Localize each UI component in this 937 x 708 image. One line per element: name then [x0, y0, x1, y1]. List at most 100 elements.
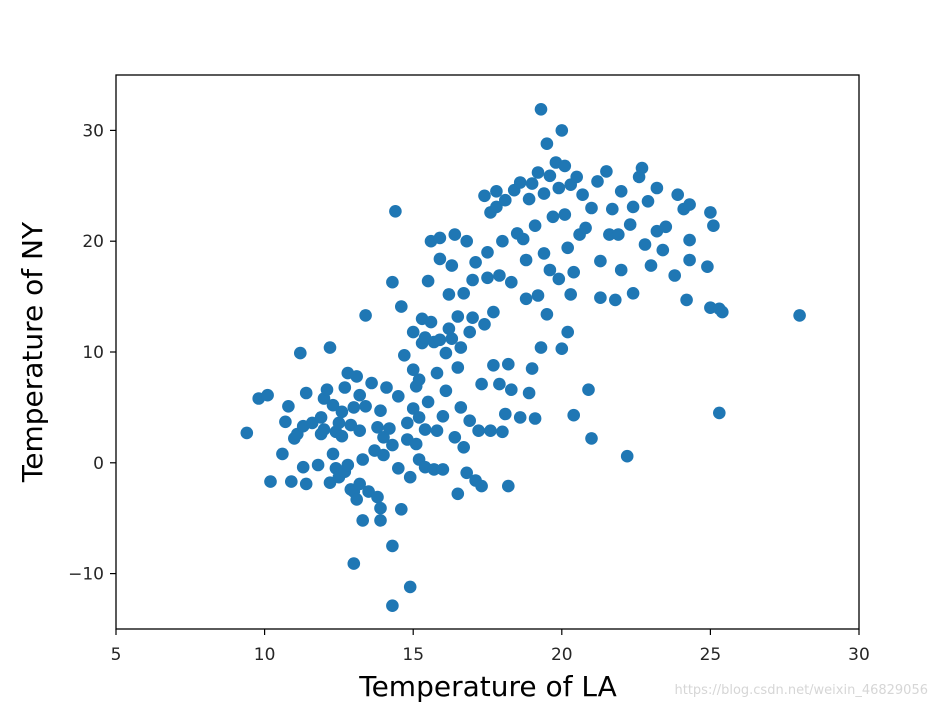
- data-point: [356, 514, 370, 527]
- data-point: [582, 383, 595, 397]
- data-point: [335, 429, 349, 443]
- data-point: [466, 273, 479, 287]
- y-axis-ticks: −10 0 10 20 30: [68, 121, 116, 585]
- data-point: [522, 386, 536, 400]
- data-point: [475, 479, 488, 493]
- data-point: [299, 386, 313, 400]
- data-points: [240, 103, 806, 612]
- data-point: [386, 539, 399, 553]
- data-point: [558, 159, 572, 173]
- data-point: [600, 165, 613, 178]
- data-point: [490, 200, 503, 214]
- data-point: [469, 255, 482, 269]
- data-point: [436, 410, 450, 423]
- y-tick-label: 10: [82, 343, 104, 363]
- data-point: [567, 265, 580, 279]
- data-point: [412, 411, 426, 424]
- data-point: [579, 221, 592, 235]
- data-point: [371, 490, 384, 504]
- data-point: [326, 398, 340, 412]
- data-point: [374, 404, 387, 418]
- data-point: [386, 599, 399, 612]
- data-point: [671, 188, 684, 201]
- data-point: [543, 169, 557, 183]
- data-point: [412, 373, 426, 387]
- data-point: [359, 400, 372, 413]
- data-point: [261, 388, 274, 402]
- data-point: [457, 287, 471, 300]
- data-point: [338, 381, 352, 394]
- data-point: [299, 477, 313, 491]
- data-point: [314, 411, 328, 424]
- data-point: [484, 424, 497, 438]
- data-point: [406, 325, 420, 339]
- data-point: [406, 402, 420, 415]
- data-point: [377, 448, 390, 462]
- data-point: [552, 272, 566, 286]
- y-tick-label: 0: [93, 454, 104, 474]
- data-point: [478, 189, 491, 203]
- data-point: [320, 383, 334, 397]
- y-axis-label: Temperature of NY: [16, 221, 49, 483]
- data-point: [716, 305, 729, 319]
- data-point: [433, 252, 447, 266]
- data-point: [421, 395, 435, 409]
- data-point: [680, 293, 693, 307]
- data-point: [704, 206, 717, 219]
- data-point: [540, 137, 554, 150]
- data-point: [418, 423, 432, 436]
- data-point: [347, 557, 361, 570]
- data-point: [493, 377, 506, 391]
- data-point: [638, 238, 652, 251]
- data-point: [436, 463, 450, 476]
- data-point: [561, 325, 574, 339]
- data-point: [359, 309, 372, 322]
- data-point: [481, 246, 494, 259]
- data-point: [564, 288, 577, 301]
- data-point: [386, 275, 399, 289]
- data-point: [546, 210, 560, 224]
- data-point: [403, 470, 417, 484]
- data-point: [240, 426, 254, 440]
- data-point: [398, 349, 411, 362]
- data-point: [392, 390, 405, 403]
- data-point: [374, 514, 387, 527]
- data-point: [353, 477, 367, 491]
- data-point: [496, 425, 509, 439]
- data-point: [472, 424, 485, 438]
- data-point: [475, 377, 488, 391]
- data-point: [519, 253, 533, 267]
- data-point: [668, 269, 681, 282]
- data-point: [460, 234, 474, 248]
- data-point: [448, 431, 462, 444]
- data-point: [683, 198, 696, 211]
- data-point: [481, 271, 494, 285]
- data-point: [555, 342, 569, 356]
- data-point: [350, 370, 364, 383]
- data-point: [451, 487, 465, 501]
- data-point: [389, 205, 402, 218]
- data-point: [448, 228, 462, 241]
- data-point: [341, 458, 355, 472]
- data-point: [656, 243, 670, 257]
- data-point: [594, 254, 607, 268]
- data-point: [683, 253, 696, 267]
- data-point: [499, 407, 512, 421]
- watermark-text: https://blog.csdn.net/weixin_46829056: [674, 683, 928, 698]
- data-point: [525, 362, 539, 375]
- data-point: [525, 177, 539, 190]
- y-tick-label: 30: [82, 121, 104, 141]
- data-point: [383, 422, 396, 435]
- data-point: [323, 341, 337, 354]
- x-tick-label: 15: [402, 645, 424, 665]
- data-point: [570, 170, 583, 184]
- data-point: [457, 441, 471, 454]
- data-point: [463, 325, 477, 339]
- data-point: [505, 383, 518, 397]
- data-point: [445, 332, 459, 346]
- data-point: [395, 300, 408, 313]
- data-point: [487, 305, 500, 319]
- x-tick-label: 25: [700, 645, 722, 665]
- data-point: [335, 405, 349, 419]
- data-point: [612, 228, 625, 241]
